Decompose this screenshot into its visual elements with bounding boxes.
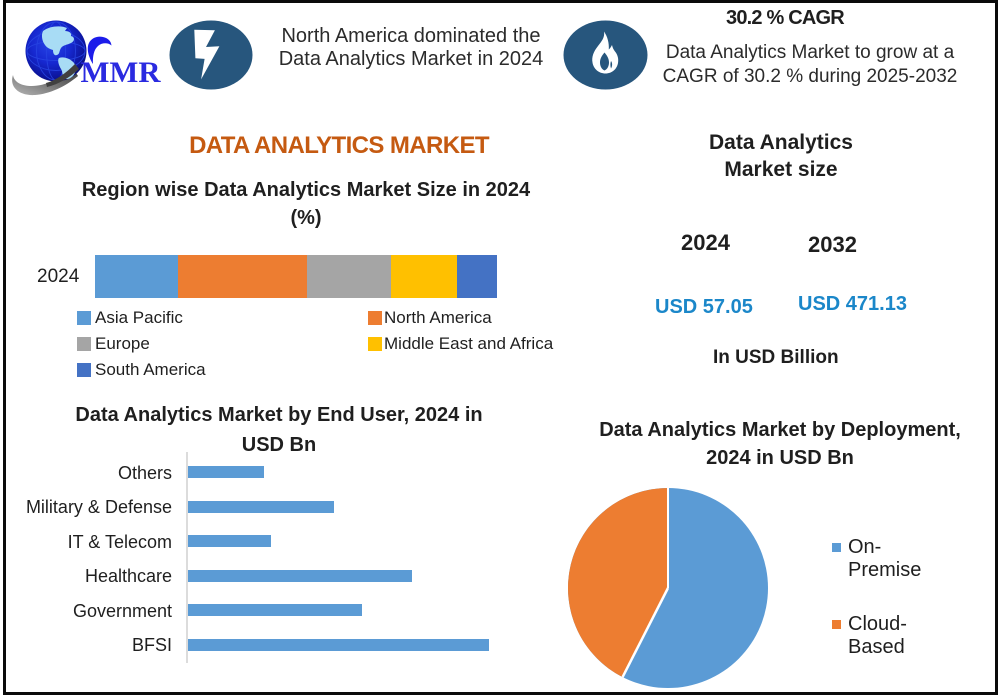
svg-text:MMR: MMR [81, 56, 161, 89]
